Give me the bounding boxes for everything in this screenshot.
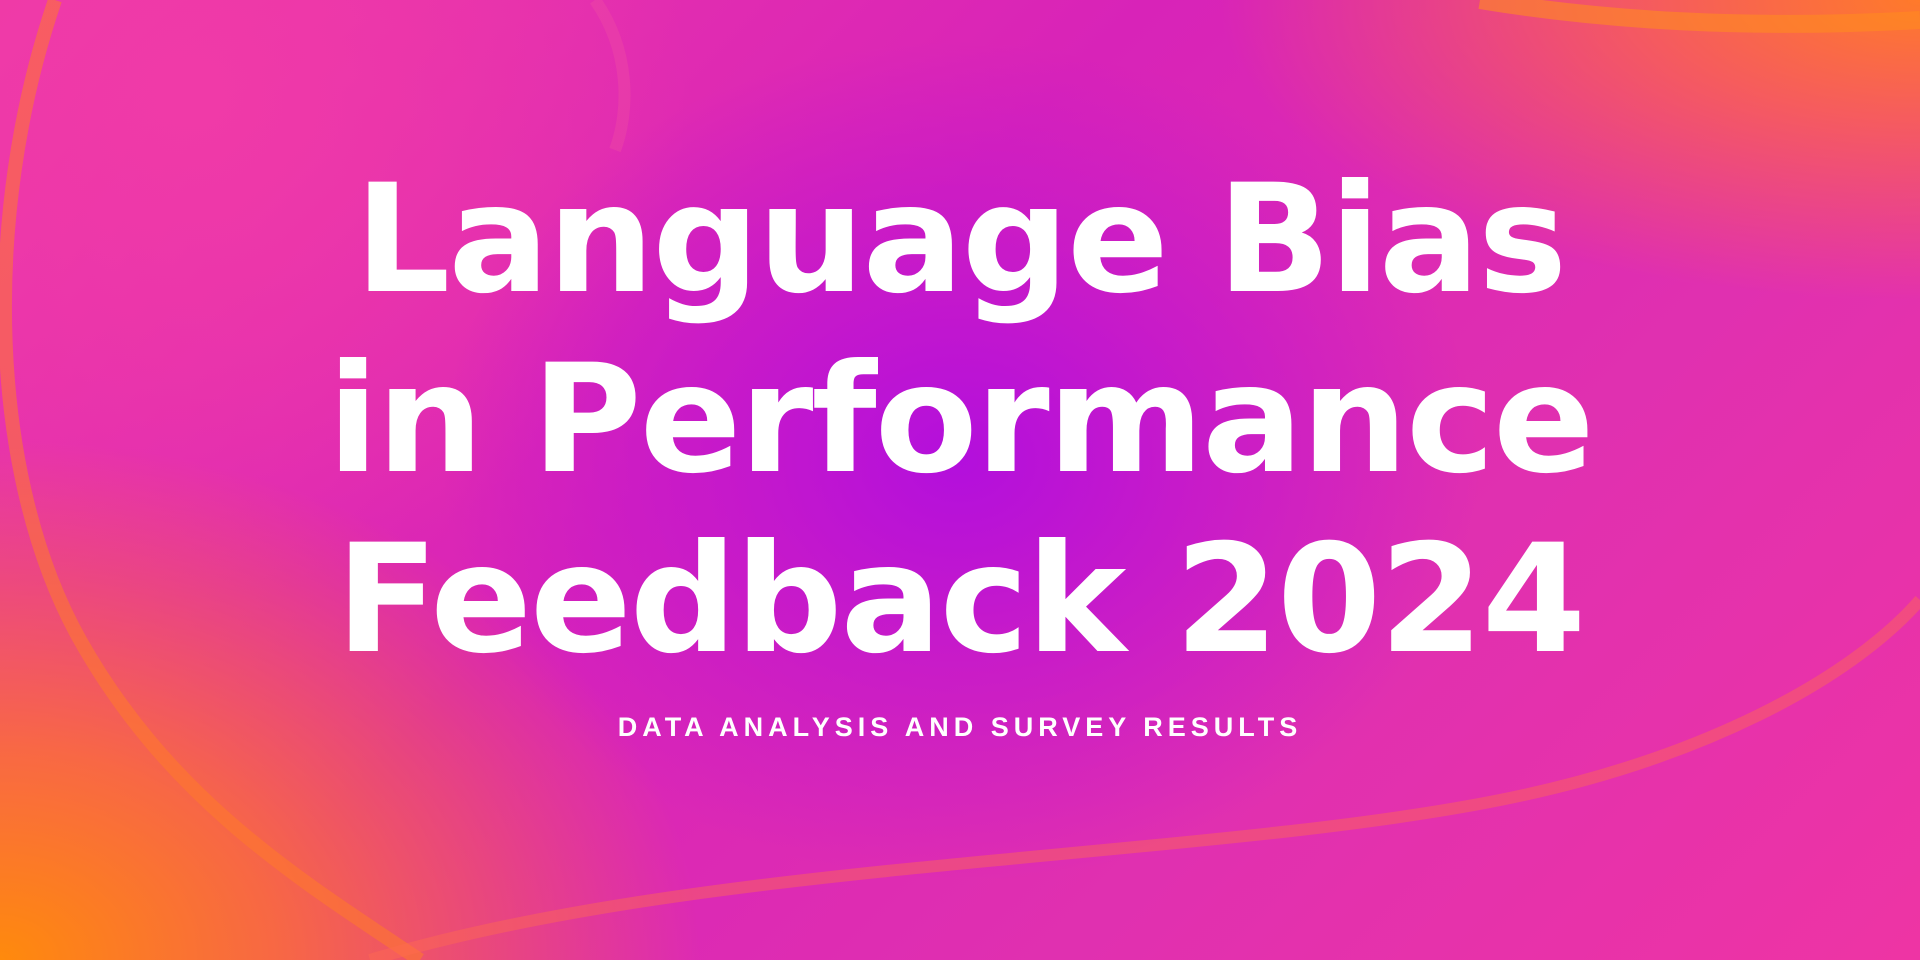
curve-bottom [368, 596, 1920, 960]
title-line-3: Feedback 2024 [335, 513, 1586, 687]
subtitle: DATA ANALYSIS AND SURVEY RESULTS [617, 712, 1303, 742]
curve-left [0, 0, 424, 960]
title-line-2: in Performance [327, 333, 1594, 507]
title-line-1: Language Bias [354, 153, 1568, 327]
curve-top [590, 0, 631, 153]
page-title: Language Bias in Performance Feedback 20… [0, 150, 1920, 690]
curve-topright [1478, 0, 1920, 33]
